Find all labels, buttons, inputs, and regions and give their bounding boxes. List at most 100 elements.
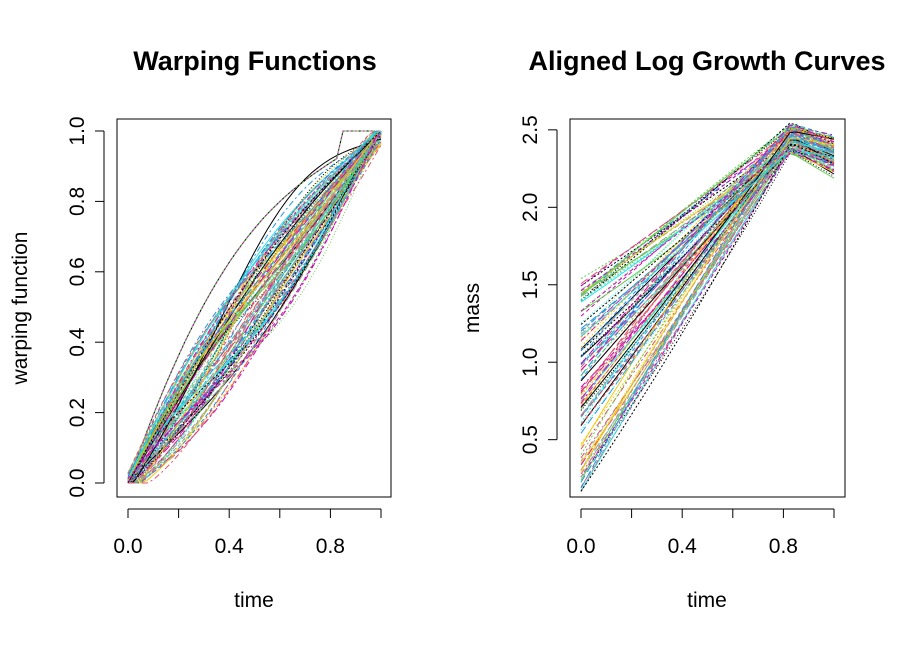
series-line [580, 131, 835, 408]
panel-warping-functions: Warping Functions 0.0 0.4 0.8 0.0 0.2 0.4 0.6… [9, 46, 392, 612]
x-tick-label: 0.4 [668, 535, 698, 558]
series-line [580, 138, 835, 393]
y-tick-label: 0.8 [66, 187, 89, 216]
series-line [127, 130, 382, 481]
series-line [127, 138, 382, 484]
series-line [127, 130, 382, 475]
series-line [580, 135, 835, 335]
series-line [580, 131, 835, 285]
series-line [127, 130, 382, 480]
series-line [127, 130, 382, 482]
series-line [580, 141, 835, 417]
series-line [580, 125, 835, 297]
series-line [127, 130, 382, 481]
series-line [127, 130, 382, 482]
series-line [580, 142, 835, 300]
x-tick-label: 0.8 [316, 535, 345, 558]
series-line [580, 131, 835, 292]
series-line [580, 138, 835, 366]
series-line [127, 131, 382, 484]
series-line [127, 130, 382, 484]
series-line [128, 144, 382, 484]
series-line [127, 132, 382, 484]
plot-frame-left [116, 118, 392, 498]
series-line [580, 145, 835, 492]
x-axis-label-left: time [234, 589, 274, 612]
series-line [127, 130, 382, 473]
x-tick-label: 0.0 [566, 535, 595, 558]
series-line [580, 140, 835, 364]
series-line [580, 127, 835, 351]
series-line [580, 144, 835, 425]
series-line [127, 132, 382, 484]
curves-left [127, 130, 382, 484]
y-axis-right: 0.5 1.0 1.5 2.0 2.5 [519, 115, 558, 454]
series-line [127, 130, 382, 481]
x-tick-label: 0.8 [769, 535, 798, 558]
series-line [580, 141, 835, 287]
series-line [580, 122, 835, 302]
series-line [128, 144, 382, 484]
series-line [580, 141, 835, 371]
series-line [580, 136, 835, 455]
series-line [580, 134, 835, 434]
y-tick-label: 2.0 [519, 193, 542, 222]
chart-title-left: Warping Functions [133, 46, 376, 76]
series-line [580, 142, 835, 450]
x-axis-label-right: time [687, 589, 727, 612]
series-line [580, 134, 835, 392]
y-tick-label: 0.0 [66, 468, 89, 497]
series-line [580, 150, 835, 312]
series-line [580, 142, 835, 400]
series-line [580, 149, 835, 337]
y-tick-label: 1.5 [519, 270, 542, 299]
series-line [580, 147, 835, 312]
x-tick-label: 0.4 [215, 535, 245, 558]
series-line [127, 131, 382, 484]
series-line [580, 149, 835, 300]
series-line [127, 130, 382, 484]
series-line [580, 146, 835, 295]
y-tick-label: 1.0 [519, 348, 542, 377]
series-line [580, 151, 835, 294]
series-line [127, 134, 382, 484]
x-axis-right: 0.0 0.4 0.8 [566, 508, 835, 558]
series-line [580, 144, 835, 493]
series-line [580, 129, 835, 352]
series-line [127, 135, 382, 484]
series-line [580, 143, 835, 325]
y-tick-label: 0.4 [66, 327, 89, 357]
series-line [580, 128, 835, 464]
series-line [580, 138, 835, 416]
series-line [580, 137, 835, 472]
series-line [127, 131, 382, 484]
x-axis-left: 0.0 0.4 0.8 [113, 508, 382, 558]
y-tick-label: 0.2 [66, 398, 89, 427]
x-tick-label: 0.0 [113, 535, 142, 558]
series-line [128, 138, 382, 484]
series-line [580, 132, 835, 483]
y-tick-label: 2.5 [519, 115, 542, 144]
plot-frame-right [569, 118, 846, 498]
panel-aligned-log-growth: Aligned Log Growth Curves 0.0 0.4 0.8 0.5 1… [461, 46, 886, 612]
series-line [580, 127, 835, 447]
series-line [580, 129, 835, 470]
y-axis-label-right: mass [461, 283, 484, 333]
series-line [580, 152, 835, 388]
series-line [580, 147, 835, 481]
y-tick-label: 1.0 [66, 116, 89, 145]
series-line [580, 129, 835, 445]
series-line [128, 141, 382, 484]
series-line [580, 129, 835, 368]
series-line [580, 138, 835, 471]
series-line [580, 153, 835, 302]
series-line [127, 134, 382, 484]
series-line [127, 130, 382, 480]
series-line [580, 124, 835, 365]
series-line [580, 124, 835, 343]
series-line [580, 150, 835, 478]
y-tick-label: 0.5 [519, 425, 542, 454]
series-line [580, 153, 835, 294]
y-tick-label: 0.6 [66, 257, 89, 286]
